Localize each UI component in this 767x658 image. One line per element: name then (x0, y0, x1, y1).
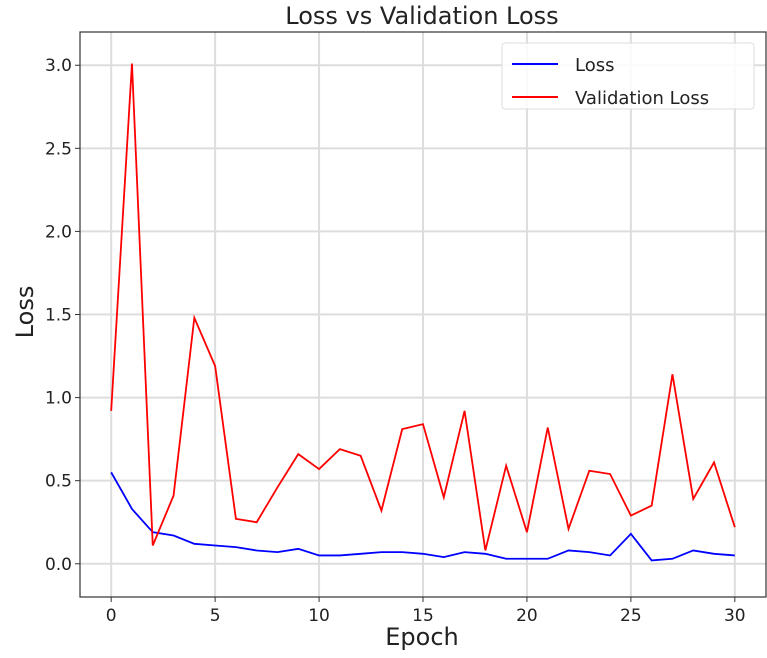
x-tick-label: 30 (724, 606, 746, 626)
x-axis-label: Epoch (385, 623, 459, 651)
x-tick-label: 5 (210, 606, 221, 626)
legend-label-loss: Loss (575, 55, 614, 76)
chart-title: Loss vs Validation Loss (285, 2, 558, 30)
x-tick-label: 10 (308, 606, 330, 626)
y-tick-label: 1.0 (45, 389, 72, 409)
y-tick-label: 2.0 (45, 222, 72, 242)
grid (80, 32, 766, 597)
y-tick-label: 1.5 (45, 306, 72, 326)
x-tick-label: 25 (620, 606, 642, 626)
y-tick-label: 0.5 (45, 472, 72, 492)
legend: Loss Validation Loss (502, 43, 754, 109)
legend-label-validation-loss: Validation Loss (575, 88, 709, 109)
y-tick-label: 2.5 (45, 139, 72, 159)
y-axis-ticks: 0.0 0.5 1.0 1.5 2.0 2.5 3.0 (45, 56, 80, 575)
x-tick-label: 0 (106, 606, 117, 626)
y-tick-label: 0.0 (45, 555, 72, 575)
x-tick-label: 20 (516, 606, 538, 626)
y-tick-label: 3.0 (45, 56, 72, 76)
y-axis-label: Loss (11, 286, 39, 339)
